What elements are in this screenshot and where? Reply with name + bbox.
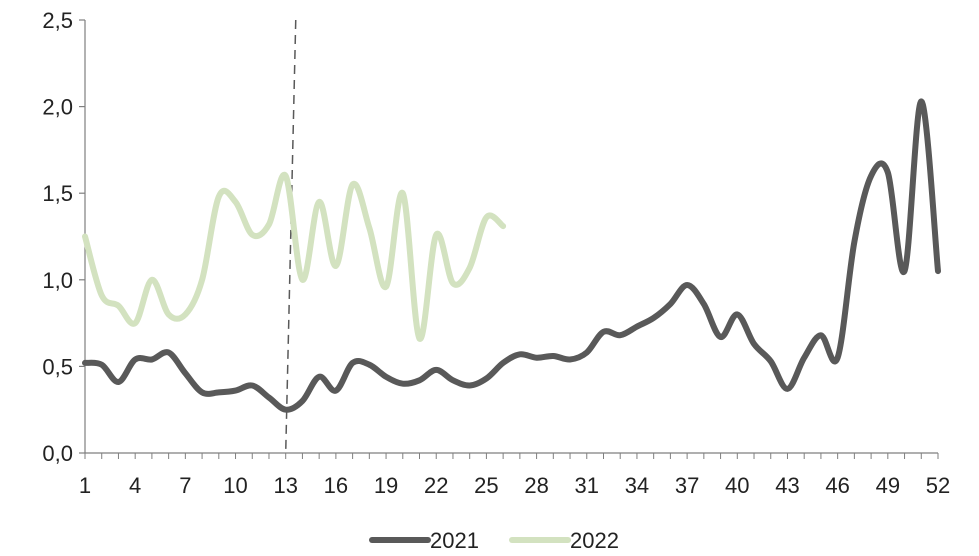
x-tick-label: 19 [374,473,398,498]
legend: 2021 2022 [369,528,619,553]
x-tick-label: 43 [775,473,799,498]
x-tick-label: 52 [926,473,950,498]
y-axis-tick-labels: 0,0 0,5 1,0 1,5 2,0 2,5 [42,8,73,466]
y-tick-label: 1,5 [42,181,73,206]
x-tick-label: 31 [575,473,599,498]
x-tick-label: 16 [324,473,348,498]
x-tick-label: 25 [474,473,498,498]
vertical-marker [284,19,297,454]
y-tick-label: 2,0 [42,95,73,120]
x-tick-label: 10 [223,473,247,498]
x-tick-label: 7 [179,473,191,498]
x-tick-label: 37 [675,473,699,498]
x-tick-label: 28 [524,473,548,498]
x-tick-label: 13 [273,473,297,498]
x-tick-label: 22 [424,473,448,498]
x-tick-label: 46 [825,473,849,498]
legend-label-2022: 2022 [570,528,619,551]
x-tick-label: 4 [129,473,141,498]
x-tick-label: 34 [625,473,649,498]
x-tick-label: 40 [725,473,749,498]
y-tick-label: 0,0 [42,441,73,466]
x-tick-label: 1 [79,473,91,498]
y-tick-label: 1,0 [42,268,73,293]
legend-label-2021: 2021 [430,528,479,551]
y-tick-label: 2,5 [42,8,73,33]
series-line-2021 [82,98,941,413]
x-axis-tick-labels: 1 4 7 10 13 16 19 22 25 28 31 34 37 40 43 46 49 52 [79,473,950,498]
dashed-marker-line [284,19,297,454]
x-tick-label: 49 [876,473,900,498]
y-tick-label: 0,5 [42,354,73,379]
series-lines [82,98,941,413]
series-line-2022 [82,171,507,342]
